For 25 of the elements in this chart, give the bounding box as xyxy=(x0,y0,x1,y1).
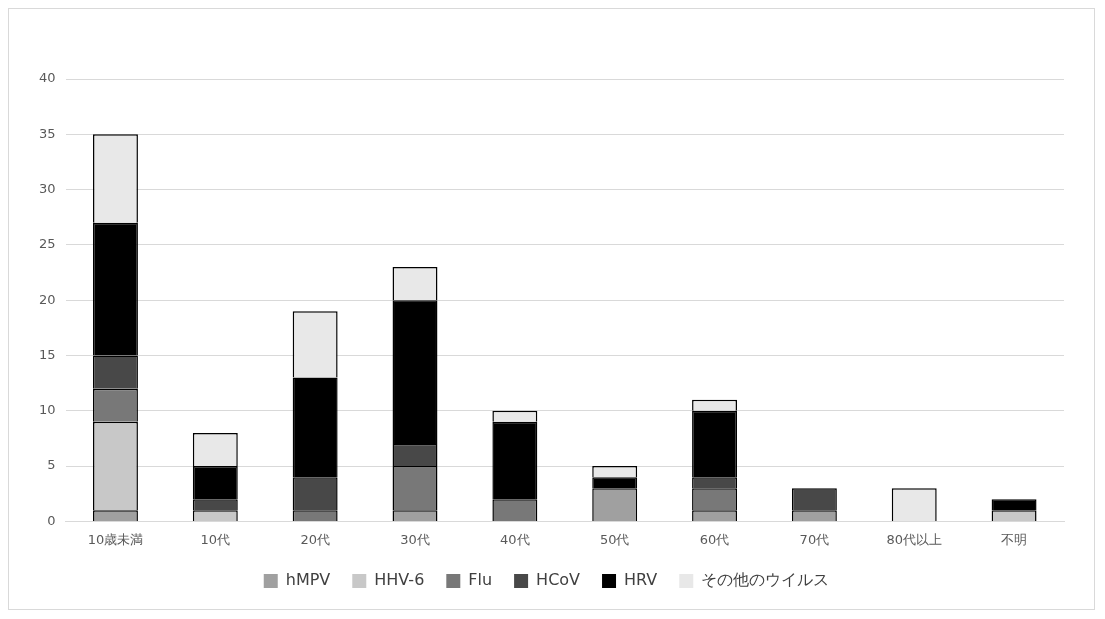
x-tick-label: 80代以上 xyxy=(886,531,942,547)
x-tick-label: 30代 xyxy=(400,531,430,547)
y-tick-label: 25 xyxy=(39,236,56,252)
y-tick-label: 30 xyxy=(39,180,56,196)
legend-label: HHV-6 xyxy=(374,570,425,590)
y-tick-label: 10 xyxy=(39,402,56,418)
x-tick-label: 10歳未満 xyxy=(87,531,144,547)
legend-label: hMPV xyxy=(285,570,331,590)
legend-label: HCoV xyxy=(536,570,581,590)
y-tick-label: 5 xyxy=(47,457,56,473)
x-tick-label: 70代 xyxy=(799,531,830,547)
y-tick-label: 0 xyxy=(47,512,56,528)
y-tick-label: 40 xyxy=(39,70,56,86)
x-tick-label: 50代 xyxy=(599,531,630,547)
legend-label: HRV xyxy=(624,570,658,590)
x-tick-label: 10代 xyxy=(200,531,231,547)
y-tick-label: 20 xyxy=(39,291,56,307)
legend-label: その他のウイルス xyxy=(701,570,830,590)
x-tick-label: 40代 xyxy=(500,531,530,547)
y-tick-label: 15 xyxy=(39,346,56,362)
y-tick-label: 35 xyxy=(39,125,56,141)
x-tick-label: 20代 xyxy=(300,531,330,547)
legend-label: Flu xyxy=(468,570,493,590)
x-tick-label: 不明 xyxy=(1001,531,1028,547)
x-tick-label: 60代 xyxy=(699,531,730,547)
